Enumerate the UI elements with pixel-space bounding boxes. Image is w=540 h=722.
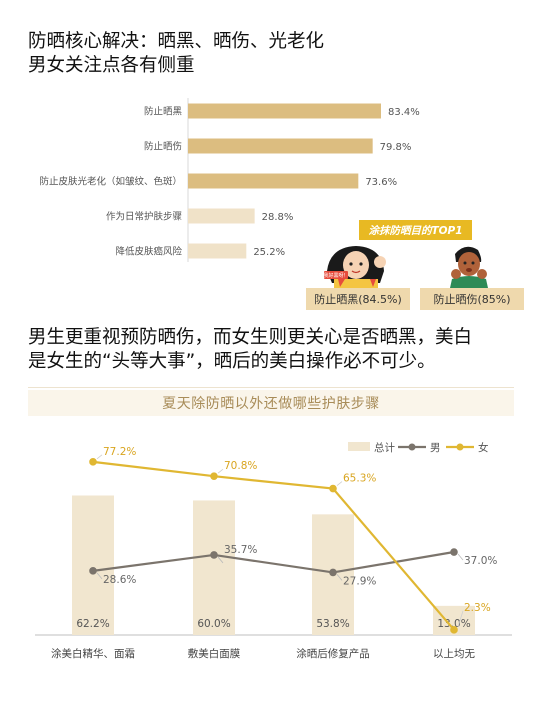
category-label: 降低皮肤癌风险 — [115, 246, 182, 258]
paragraph-line-1: 男生更重视预防晒伤，而女生则更关心是否晒黑，美白 — [28, 327, 473, 348]
total-data-label: 53.8% — [316, 618, 349, 630]
male-label-box — [420, 288, 524, 310]
male-label: 防止晒伤(85%) — [433, 292, 510, 306]
male-point — [450, 548, 458, 556]
data-label: 25.2% — [253, 247, 285, 258]
female-data-label: 77.2% — [103, 446, 136, 458]
category-label: 涂美白精华、面霜 — [51, 647, 135, 660]
category-label: 防止晒黑 — [144, 106, 183, 118]
female-point — [210, 472, 218, 481]
callout-title: 涂抹防晒目的TOP1 — [368, 224, 462, 237]
top1-callout: 涂抹防晒目的TOP1 我好黑呀！ 防止晒黑(84.5 — [306, 220, 524, 310]
category-label: 防止晒伤 — [144, 141, 182, 153]
legend-total-label: 总计 — [374, 441, 395, 454]
legend-female-marker — [456, 443, 464, 451]
callout-title-box — [359, 220, 472, 240]
bar — [188, 103, 381, 119]
category-label: 涂晒后修复产品 — [296, 647, 370, 660]
female-figure-icon: 我好黑呀！ — [323, 246, 386, 288]
male-data-label: 27.9% — [343, 575, 376, 587]
male-data-label: 35.7% — [224, 544, 257, 556]
female-label-leader — [217, 468, 224, 474]
legend-male-label: 男 — [430, 442, 441, 454]
paragraph-line-2: 是女生的“头等大事”，晒后的美白操作必不可少。 — [28, 351, 436, 372]
heading-line-2: 男女关注点各有侧重 — [28, 55, 195, 76]
body-paragraph: 男生更重视预防晒伤，而女生则更关心是否晒黑，美白 是女生的“头等大事”，晒后的美… — [28, 326, 518, 374]
title-band — [28, 390, 514, 416]
female-label-box — [306, 288, 410, 310]
female-point — [89, 458, 97, 466]
female-data-label: 2.3% — [464, 602, 491, 614]
category-label: 以上均无 — [433, 648, 475, 660]
male-figure-icon — [450, 246, 488, 288]
male-data-label: 37.0% — [464, 555, 497, 567]
legend-male-marker — [408, 443, 416, 451]
female-label: 防止晒黑(84.5%) — [314, 292, 402, 306]
male-line — [92, 550, 455, 574]
heading: 防晒核心解决：晒黑、晒伤、光老化 男女关注点各有侧重 — [28, 30, 324, 78]
heading-line-1: 防晒核心解决：晒黑、晒伤、光老化 — [28, 31, 325, 52]
male-label-leader — [336, 574, 343, 581]
bar — [188, 208, 255, 224]
data-label: 28.8% — [262, 212, 294, 223]
purpose-bar-chart: 防止晒黑 83.4% 防止晒伤 79.8% 防止皮肤光老化（如皱纹、色斑） 73.6% 作为… — [39, 98, 420, 262]
female-data-label: 70.8% — [224, 460, 257, 472]
total-bar — [193, 500, 235, 635]
bar — [188, 138, 373, 154]
total-bar — [72, 495, 114, 635]
bar — [188, 173, 359, 189]
male-point — [89, 567, 97, 575]
female-line — [92, 460, 455, 631]
category-label: 防止皮肤光老化（如皱纹、色斑） — [39, 176, 182, 188]
female-label-leader — [96, 454, 103, 460]
female-point — [329, 484, 337, 493]
bar — [188, 243, 247, 259]
female-label-leader — [336, 481, 343, 486]
legend-female-label: 女 — [478, 441, 489, 454]
male-label-leader — [457, 553, 464, 561]
data-label: 73.6% — [365, 177, 397, 188]
category-label: 敷美白面膜 — [188, 647, 241, 660]
male-data-label: 28.6% — [103, 574, 136, 586]
data-label: 79.8% — [380, 142, 412, 153]
legend-total-swatch — [348, 442, 370, 451]
female-data-label: 65.3% — [343, 473, 376, 485]
speech-bubble-text: 我好黑呀！ — [323, 272, 348, 279]
category-label: 作为日常护肤步骤 — [106, 211, 182, 223]
male-label-leader — [217, 556, 224, 564]
chart-title: 夏天除防晒以外还做哪些护肤步骤 — [162, 396, 380, 412]
male-point — [329, 568, 337, 577]
male-point — [210, 551, 218, 559]
data-label: 83.4% — [388, 107, 420, 118]
female-label-leader — [457, 610, 464, 627]
total-data-label: 62.2% — [76, 618, 109, 630]
total-data-label: 60.0% — [197, 618, 230, 630]
male-label-leader — [96, 572, 103, 580]
female-point — [450, 626, 458, 634]
